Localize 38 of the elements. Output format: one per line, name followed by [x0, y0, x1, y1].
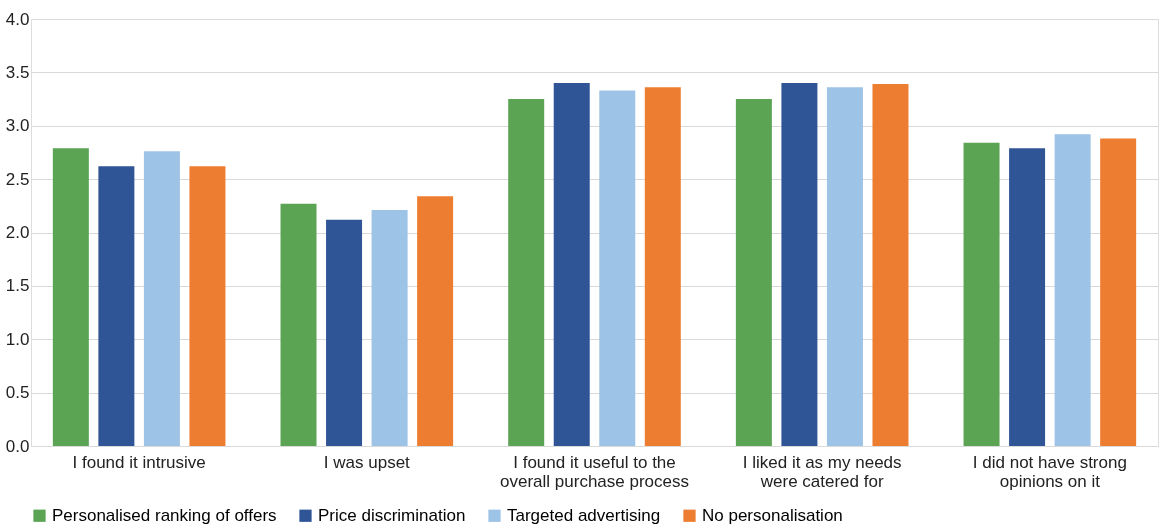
x-tick-label: I did not have strong opinions on it: [972, 452, 1127, 491]
bar: [644, 87, 681, 446]
x-tick-label: I was upset: [323, 452, 411, 472]
bar: [826, 87, 863, 446]
bar: [326, 219, 363, 446]
legend-label: Targeted advertising: [507, 505, 661, 525]
y-tick-label: 3.5: [5, 62, 30, 82]
y-tick-label: 2.0: [5, 223, 30, 242]
bar: [735, 99, 772, 446]
bar: [553, 83, 590, 446]
bar: [781, 83, 818, 446]
legend-label: Price discrimination: [318, 505, 466, 525]
bar: [872, 84, 909, 446]
bar: [963, 142, 1000, 446]
bar: [417, 196, 454, 446]
bar: [98, 166, 135, 446]
bar: [143, 151, 180, 446]
x-tick-label: I found it useful to the overall purchase process: [500, 452, 689, 491]
y-tick-label: 2.5: [5, 169, 30, 189]
bar: [1100, 138, 1137, 446]
y-tick-label: 1.0: [5, 329, 30, 349]
y-tick-label: 0.5: [5, 383, 30, 403]
bar: [52, 148, 89, 446]
bar: [189, 166, 226, 446]
y-tick-label: 0.0: [5, 436, 30, 456]
bar: [599, 90, 636, 446]
y-tick-label: 1.5: [5, 276, 30, 296]
y-tick-label: 3.0: [5, 116, 30, 136]
bar: [508, 99, 545, 446]
legend-label: No personalisation: [702, 505, 843, 525]
y-tick-label: 4.0: [5, 9, 30, 29]
legend-label: Personalised ranking of offers: [52, 505, 277, 525]
bar: [280, 203, 317, 446]
bar: [1054, 134, 1091, 446]
bar: [1009, 148, 1046, 446]
bar: [371, 210, 408, 446]
x-tick-label: I found it intrusive: [72, 452, 206, 472]
x-tick-label: I liked it as my needs were catered for: [742, 452, 902, 491]
